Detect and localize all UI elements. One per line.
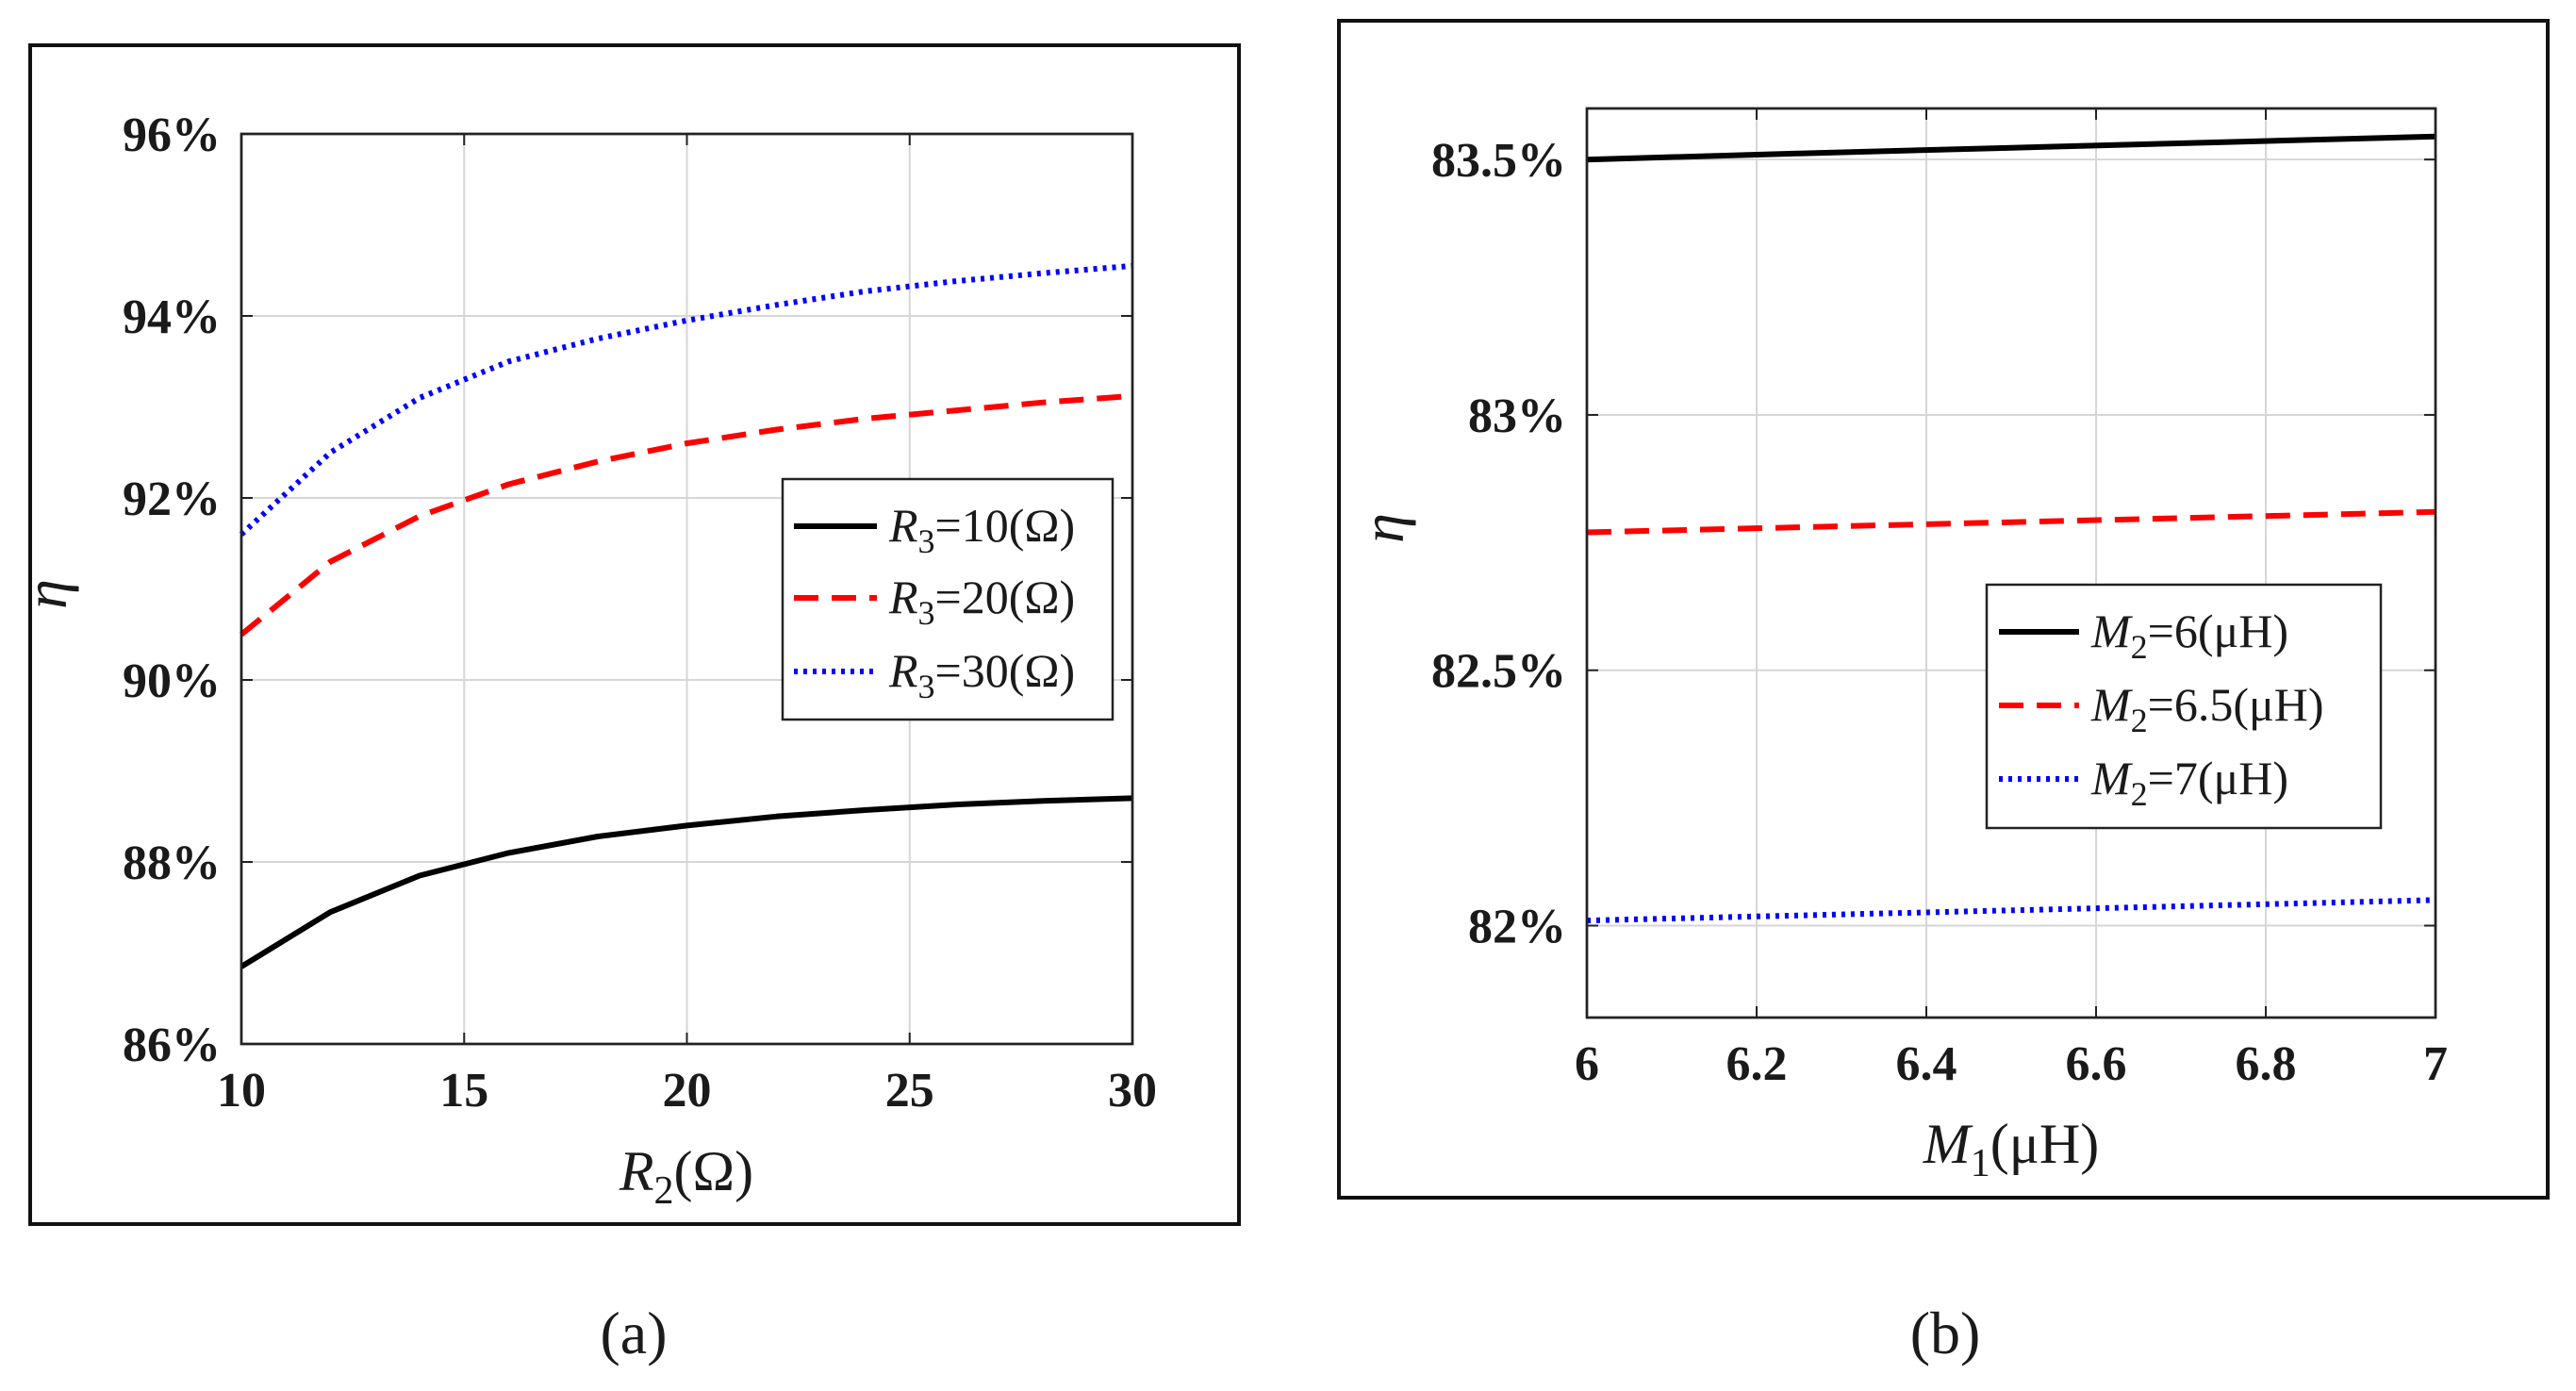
panel-b-legend: M2=6(μH) M2=6.5(μH) M2=7(μH) (1985, 583, 2383, 830)
panel-a-ytick-label-2: 90% (123, 654, 221, 708)
panel-a-xlabel-main: R (619, 1140, 654, 1202)
panel-b-ylabel: η (1349, 513, 1416, 543)
panel-a-ytick-label-1: 88% (123, 836, 221, 890)
panel-b: 6 6.2 6.4 6.6 6.8 782%82.5%83%83.5% η M1(μH) … (1337, 19, 2550, 1200)
panel-a-ylabel: η (12, 579, 79, 609)
panel-a-ytick-label-0: 86% (123, 1018, 221, 1072)
panel-a-series-line-3 (239, 262, 1133, 537)
panel-a-xtick-label-3: 25 (885, 1064, 934, 1118)
panel-a-series-line-1 (239, 795, 1133, 969)
panel-a-legend-label-2: R3=20(Ω) (888, 571, 1075, 632)
panel-b-xlabel-unit: (μH) (1990, 1113, 2099, 1175)
panel-b-xlabel-sub: 1 (1971, 1142, 1990, 1185)
panel-b-ytick-label-1: 82.5% (1431, 645, 1566, 699)
panel-a-series-line-2 (239, 392, 1133, 638)
panel-b-xtick-label-2: 6.4 (1896, 1037, 1957, 1091)
panel-b-xlabel: M1(μH) (1923, 1113, 2099, 1185)
panel-b-xlabel-main: M (1923, 1113, 1973, 1175)
panel-b-xtick-label-0: 6 (1575, 1037, 1599, 1091)
panel-a-xlabel-sub: 2 (654, 1169, 674, 1213)
panel-b-xtick-label-3: 6.6 (2066, 1037, 2127, 1091)
panel-b-ytick-label-2: 83% (1468, 389, 1566, 443)
panel-b-xtick-label-4: 6.8 (2236, 1037, 2297, 1091)
panel-a-legend-label-3: R3=30(Ω) (888, 644, 1075, 705)
panel-b-xtick-label-5: 7 (2423, 1037, 2448, 1091)
panel-a-xtick-label-1: 15 (439, 1064, 488, 1118)
panel-a-ytick-label-5: 96% (123, 108, 221, 162)
panel-b-axes-border (1585, 107, 2437, 1019)
panel-a-xtick-label-0: 10 (217, 1064, 266, 1118)
panel-a-xtick-label-4: 30 (1108, 1064, 1157, 1118)
panel-a-ytick-label-3: 92% (123, 472, 221, 526)
panel-a-frame (28, 43, 1241, 1226)
panel-a-legend-label-1: R3=10(Ω) (888, 499, 1075, 560)
caption-b: (b) (1910, 1300, 1981, 1366)
panel-b-xtick-label-1: 6.2 (1726, 1037, 1788, 1091)
panel-b-legend-label-3: M2=7(μH) (2090, 752, 2288, 813)
panel-a-ticks: 10 15 20 25 30 86% 88% 90% 92% 94% 96% (123, 108, 1157, 1118)
panel-b-series-line-2 (1586, 508, 2436, 536)
panel-b-legend-label-2: M2=6.5(μH) (2090, 678, 2324, 739)
panel-b-frame (1337, 19, 2550, 1200)
panel-b-series-line-3 (1586, 897, 2436, 924)
panel-a-axes-border (239, 132, 1134, 1046)
caption-a: (a) (600, 1300, 667, 1366)
panel-a: 10 15 20 25 30 86% 88% 90% 92% 94% 96% η R2(Ω) R3=… (12, 43, 1241, 1226)
panel-b-ticks: 6 6.2 6.4 6.6 6.8 7 82% 82.5% 83% 83.5% (1431, 108, 2448, 1091)
panel-a-lines (239, 262, 1133, 969)
panel-b-axes (1585, 107, 2437, 1019)
panel-a-xlabel-unit: (Ω) (674, 1140, 754, 1202)
panel-b-series-line-1 (1586, 133, 2436, 163)
panel-a-xtick-label-2: 20 (663, 1064, 712, 1118)
panel-a-ytick-label-4: 94% (123, 290, 221, 344)
panel-a-legend: R3=10(Ω) R3=20(Ω) R3=30(Ω) (781, 477, 1115, 721)
panel-a-xlabel: R2(Ω) (619, 1140, 753, 1213)
panel-b-legend-label-1: M2=6(μH) (2090, 604, 2288, 666)
panel-b-ytick-label-0: 82% (1468, 901, 1566, 954)
panel-b-lines (1586, 133, 2436, 924)
panel-b-ytick-label-3: 83.5% (1431, 134, 1566, 188)
